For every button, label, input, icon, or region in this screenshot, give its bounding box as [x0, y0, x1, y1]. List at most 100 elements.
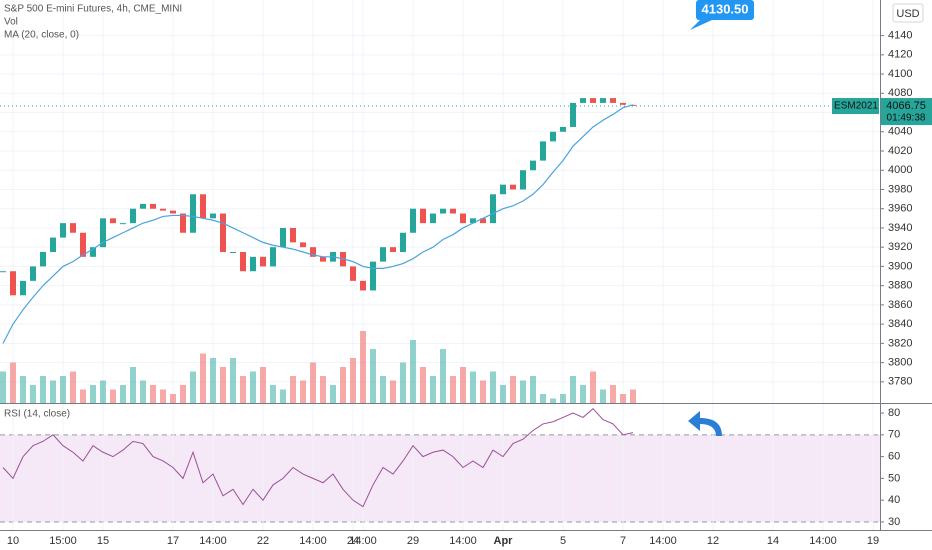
volume-bar [110, 389, 116, 403]
candle [610, 98, 616, 103]
candle [320, 256, 326, 262]
volume-bar [350, 358, 356, 403]
volume-bar [150, 385, 156, 403]
volume-bar [460, 367, 466, 403]
x-tick-label: Apr [494, 535, 514, 547]
volume-bar [530, 376, 536, 403]
volume-bar [100, 380, 106, 403]
candle [450, 208, 456, 214]
volume-bar [160, 389, 166, 403]
candle [540, 141, 546, 161]
volume-bar [90, 385, 96, 403]
volume-bar [510, 376, 516, 403]
volume-bar [200, 353, 206, 403]
candle [500, 184, 506, 195]
volume-bar [290, 376, 296, 403]
candle [100, 218, 106, 248]
rsi-tick-label: 80 [888, 407, 900, 419]
y-tick-label: 3780 [888, 376, 912, 388]
currency[interactable]: USD [896, 8, 919, 20]
symbol-label: ESM2021 [834, 101, 878, 112]
x-tick-label: 29 [407, 535, 419, 547]
high-callout-label: 4130.50 [702, 1, 749, 16]
x-tick-label: 12 [707, 535, 719, 547]
volume-bar [550, 398, 556, 403]
candle [620, 102, 626, 105]
x-tick-label: 15:00 [49, 535, 77, 547]
volume-bar [280, 389, 286, 403]
candle [20, 280, 26, 296]
arrow-icon[interactable] [688, 411, 722, 436]
volume-bar [620, 394, 626, 403]
candle [90, 247, 96, 257]
x-tick-label: 14:00 [199, 535, 227, 547]
volume-bar [40, 376, 46, 403]
volume-bar [30, 385, 36, 403]
volume-bar [580, 385, 586, 403]
ma-legend: MA (20, close, 0) [4, 30, 79, 41]
candle [230, 251, 236, 253]
ma-line [2, 104, 634, 344]
candle [530, 160, 536, 171]
x-tick-label: 22 [257, 535, 269, 547]
y-tick-label: 3860 [888, 299, 912, 311]
candle [270, 247, 276, 267]
candle [210, 213, 216, 219]
volume-bar [140, 380, 146, 403]
x-tick-label: 14:00 [299, 535, 327, 547]
volume-bar [320, 376, 326, 403]
candle [400, 232, 406, 252]
candle [420, 208, 426, 224]
x-tick-label: 17 [167, 535, 179, 547]
volume-bar [20, 376, 26, 403]
rsi-tick-label: 50 [888, 472, 900, 484]
x-tick-label: 7 [620, 535, 626, 547]
y-tick-label: 3880 [888, 280, 912, 292]
candle [50, 237, 56, 252]
volume-bar [630, 389, 636, 403]
candle [80, 232, 86, 257]
x-tick-label: 10 [7, 535, 19, 547]
x-tick-label: 14:00 [649, 535, 677, 547]
y-tick-label: 4120 [888, 49, 912, 61]
volume-bar [330, 385, 336, 403]
x-tick-label: 14:00 [349, 535, 377, 547]
candle [0, 271, 6, 273]
volume-bar [120, 385, 126, 403]
volume-bar [450, 376, 456, 403]
candle [570, 102, 576, 127]
currency-box[interactable] [892, 3, 924, 23]
volume-bar [250, 371, 256, 403]
candle [10, 271, 16, 296]
volume-bar [360, 331, 366, 403]
x-tick-label: 14:00 [449, 535, 477, 547]
candle [280, 227, 286, 248]
volume-bar [540, 394, 546, 403]
candle [590, 98, 596, 103]
x-tick-label: 5 [560, 535, 566, 547]
y-tick-label: 3800 [888, 357, 912, 369]
volume-bar [190, 371, 196, 403]
candle [550, 131, 556, 142]
volume-bar [10, 362, 16, 403]
candle [110, 218, 116, 224]
volume-bar [240, 376, 246, 403]
candle [140, 203, 146, 209]
candle [40, 251, 46, 267]
volume-bar [420, 367, 426, 403]
candle [380, 247, 386, 262]
volume-bar [170, 394, 176, 403]
y-tick-label: 4020 [888, 145, 912, 157]
volume-bar [70, 371, 76, 403]
y-tick-label: 3900 [888, 260, 912, 272]
volume-bar [410, 340, 416, 403]
volume-bar [480, 380, 486, 403]
candle [200, 194, 206, 219]
x-tick-label: 24 [347, 535, 359, 547]
symbol-title: S&P 500 E-mini Futures, 4h, CME_MINI [4, 4, 182, 15]
y-tick-label: 4080 [888, 87, 912, 99]
volume-bar [220, 367, 226, 403]
candle [600, 98, 606, 103]
y-tick-label: 3960 [888, 203, 912, 215]
candle [70, 223, 76, 233]
